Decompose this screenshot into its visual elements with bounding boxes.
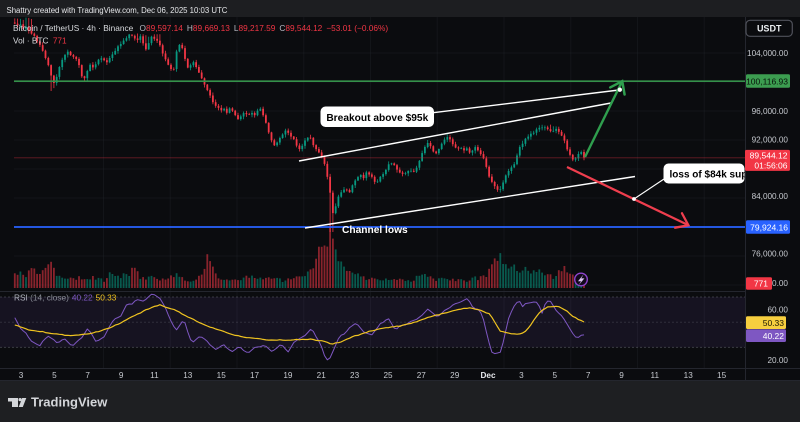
svg-text:29: 29 bbox=[450, 371, 460, 380]
svg-text:104,000.00: 104,000.00 bbox=[747, 49, 788, 58]
svg-text:7: 7 bbox=[85, 371, 90, 380]
svg-text:100,116.93: 100,116.93 bbox=[746, 76, 788, 86]
svg-text:15: 15 bbox=[717, 371, 727, 380]
svg-text:60.00: 60.00 bbox=[768, 306, 789, 315]
svg-text:9: 9 bbox=[119, 371, 124, 380]
svg-text:3: 3 bbox=[519, 371, 524, 380]
svg-text:96,000.00: 96,000.00 bbox=[752, 107, 789, 116]
svg-text:Breakout above $95k: Breakout above $95k bbox=[326, 113, 428, 124]
svg-text:5: 5 bbox=[553, 371, 558, 380]
svg-text:01:56:06: 01:56:06 bbox=[754, 160, 787, 170]
svg-text:5: 5 bbox=[52, 371, 57, 380]
svg-text:79,924.16: 79,924.16 bbox=[750, 222, 788, 232]
svg-text:13: 13 bbox=[183, 371, 193, 380]
svg-text:9: 9 bbox=[619, 371, 624, 380]
svg-text:7: 7 bbox=[586, 371, 591, 380]
svg-text:23: 23 bbox=[350, 371, 360, 380]
svg-text:50.33: 50.33 bbox=[763, 318, 785, 328]
svg-text:13: 13 bbox=[684, 371, 694, 380]
svg-text:21: 21 bbox=[317, 371, 327, 380]
svg-text:Channel lows: Channel lows bbox=[342, 225, 408, 236]
svg-text:USDT: USDT bbox=[757, 24, 782, 34]
svg-text:11: 11 bbox=[150, 371, 159, 380]
svg-text:20.00: 20.00 bbox=[768, 356, 789, 365]
svg-text:15: 15 bbox=[217, 371, 227, 380]
svg-text:3: 3 bbox=[19, 371, 24, 380]
svg-text:92,000.00: 92,000.00 bbox=[752, 136, 789, 145]
svg-text:27: 27 bbox=[417, 371, 427, 380]
svg-text:Shattry created with TradingVi: Shattry created with TradingView.com, De… bbox=[7, 6, 228, 15]
svg-text:11: 11 bbox=[651, 371, 660, 380]
svg-text:40.22: 40.22 bbox=[763, 331, 785, 341]
svg-text:25: 25 bbox=[383, 371, 393, 380]
svg-text:Vol · BTC 771: Vol · BTC 771 bbox=[13, 36, 67, 46]
svg-text:76,000.00: 76,000.00 bbox=[752, 250, 789, 259]
svg-text:17: 17 bbox=[250, 371, 260, 380]
svg-text:84,000.00: 84,000.00 bbox=[752, 192, 789, 201]
svg-text:19: 19 bbox=[283, 371, 293, 380]
svg-text:89,544.12: 89,544.12 bbox=[750, 151, 788, 161]
svg-text:TradingView: TradingView bbox=[31, 395, 108, 410]
svg-text:loss of $84k support: loss of $84k support bbox=[670, 170, 768, 181]
svg-text:Bitcoin / TetherUS · 4h · Bina: Bitcoin / TetherUS · 4h · Binance O89,59… bbox=[13, 23, 388, 33]
svg-text:Dec: Dec bbox=[480, 371, 495, 380]
svg-text:771: 771 bbox=[754, 279, 768, 289]
